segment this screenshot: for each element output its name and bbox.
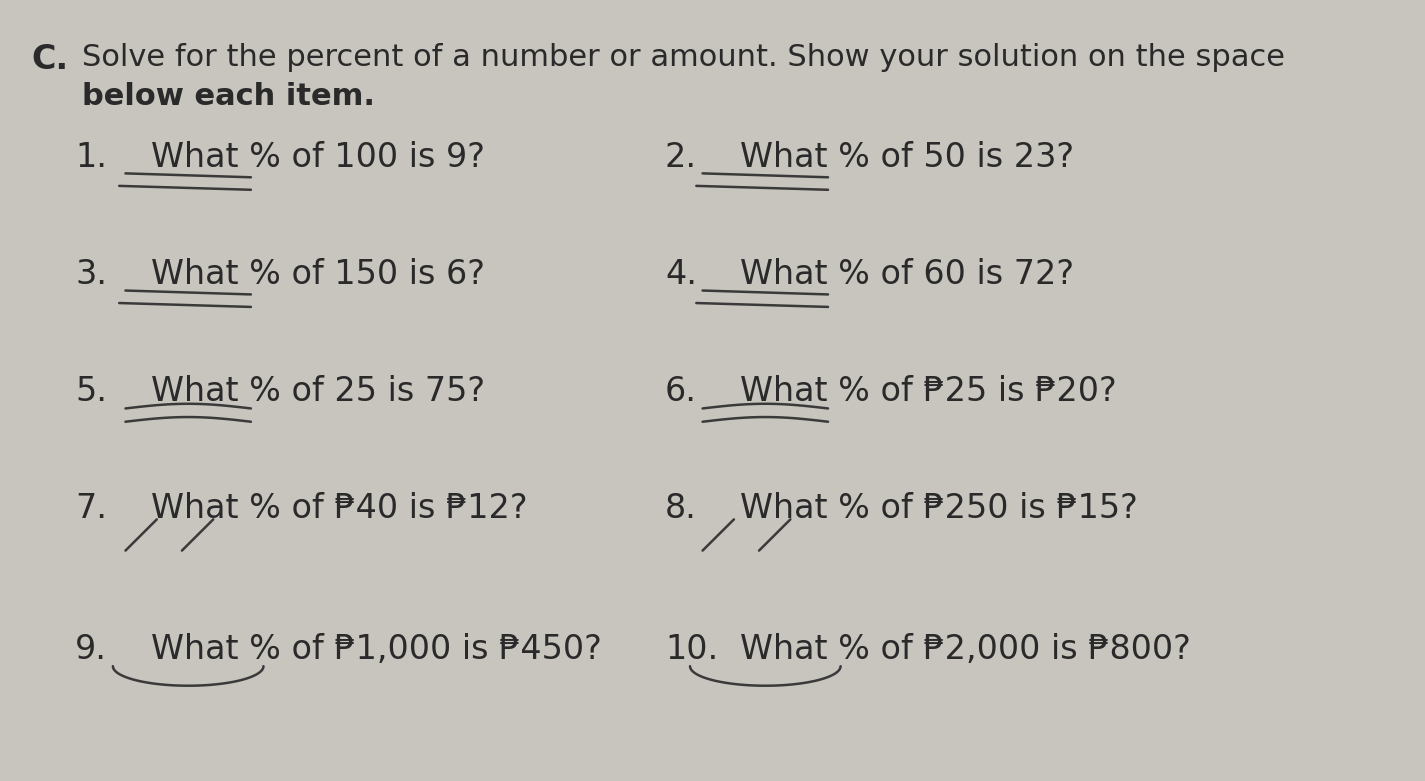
Text: What % of ₱40 is ₱12?: What % of ₱40 is ₱12?	[151, 492, 527, 525]
Text: What % of ₱250 is ₱15?: What % of ₱250 is ₱15?	[740, 492, 1139, 525]
Text: 8.: 8.	[665, 492, 697, 525]
Text: 3.: 3.	[76, 258, 107, 291]
Text: What % of 50 is 23?: What % of 50 is 23?	[740, 141, 1074, 173]
Text: Solve for the percent of a number or amount. Show your solution on the space: Solve for the percent of a number or amo…	[81, 43, 1284, 72]
Text: 10.: 10.	[665, 633, 718, 665]
Text: 6.: 6.	[665, 375, 697, 408]
Text: What % of ₱25 is ₱20?: What % of ₱25 is ₱20?	[740, 375, 1117, 408]
Text: C.: C.	[31, 43, 68, 76]
Text: below each item.: below each item.	[81, 82, 375, 111]
Text: 9.: 9.	[76, 633, 107, 665]
Text: What % of 150 is 6?: What % of 150 is 6?	[151, 258, 484, 291]
Text: What % of 25 is 75?: What % of 25 is 75?	[151, 375, 484, 408]
Text: 7.: 7.	[76, 492, 107, 525]
Text: What % of ₱1,000 is ₱450?: What % of ₱1,000 is ₱450?	[151, 633, 601, 665]
Text: 4.: 4.	[665, 258, 697, 291]
Text: 1.: 1.	[76, 141, 107, 173]
Text: What % of 60 is 72?: What % of 60 is 72?	[740, 258, 1074, 291]
Text: 5.: 5.	[76, 375, 107, 408]
Text: What % of ₱2,000 is ₱800?: What % of ₱2,000 is ₱800?	[740, 633, 1191, 665]
Text: 2.: 2.	[665, 141, 697, 173]
Text: What % of 100 is 9?: What % of 100 is 9?	[151, 141, 484, 173]
